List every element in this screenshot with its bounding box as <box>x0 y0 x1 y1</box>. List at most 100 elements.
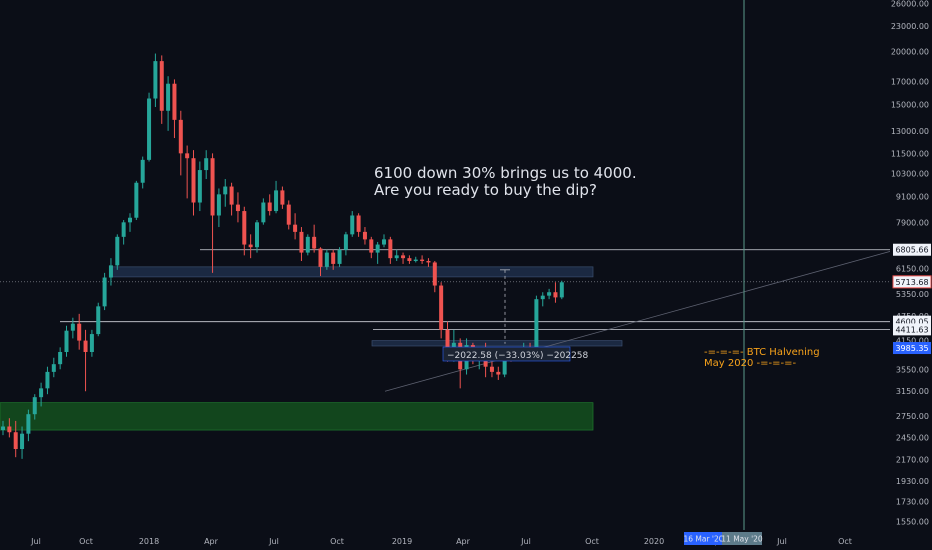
candle-body <box>7 426 12 433</box>
candle-body <box>185 153 190 159</box>
y-tick-label: 1730.00 <box>896 497 929 506</box>
candle-body <box>159 61 164 111</box>
measure-label-text: −2022.58 (−33.03%) −202258 <box>447 351 589 361</box>
candle-body <box>216 194 221 216</box>
candle-body <box>191 158 196 203</box>
candle-body <box>343 234 348 250</box>
candle-body <box>286 204 291 225</box>
price-label-tag <box>893 323 931 336</box>
x-tick-label: 2020 <box>644 537 664 546</box>
candle-body <box>369 239 374 253</box>
candle-body <box>70 323 75 331</box>
candle-body <box>413 259 418 262</box>
trade-idea-note: 6100 down 30% brings us to 4000. Are you… <box>374 165 637 199</box>
ascending-trendline <box>384 245 911 392</box>
y-tick-label: 5350.00 <box>896 290 929 299</box>
candle-body <box>540 295 545 300</box>
y-tick-label: 23000.00 <box>891 22 929 31</box>
candle-body <box>128 217 132 223</box>
candle-body <box>115 236 120 266</box>
candle-body <box>166 83 171 111</box>
price-axis[interactable] <box>890 0 932 550</box>
y-tick-label: 10300.00 <box>891 170 929 179</box>
x-tick-label: Jul <box>520 537 531 546</box>
candle-body <box>197 170 202 203</box>
y-tick-label: 2170.00 <box>896 456 929 465</box>
candle-body <box>305 236 310 253</box>
price-label-tag <box>892 275 932 289</box>
y-tick-label: 20000.00 <box>891 48 929 57</box>
candle-body <box>559 282 564 298</box>
candle-body <box>172 83 177 120</box>
candle-body <box>394 255 399 259</box>
price-label-text: 6805.66 <box>895 246 928 255</box>
candle-body <box>362 231 367 240</box>
candle-body <box>267 202 272 212</box>
candle-body <box>274 190 279 212</box>
halving-line-1: -=-=-=- BTC Halvening <box>704 347 820 358</box>
y-tick-label: 17000.00 <box>891 78 929 87</box>
candle-body <box>388 239 393 259</box>
price-label-text: 4411.63 <box>895 325 928 334</box>
candle-body <box>496 371 501 375</box>
candle-body <box>134 182 139 218</box>
candle-body <box>445 329 450 357</box>
measure-label-box <box>442 346 571 362</box>
support-zone <box>371 340 623 347</box>
date-label-text: 11 May '20 <box>721 535 763 544</box>
y-tick-label: 26000.00 <box>891 0 929 8</box>
candle-body <box>261 202 266 223</box>
y-tick-label: 11500.00 <box>891 149 929 158</box>
price-label-text: 4600.05 <box>895 318 928 327</box>
candle-body <box>382 239 386 245</box>
resistance-zone <box>109 266 594 278</box>
x-tick-label: Oct <box>79 537 93 546</box>
y-tick-label: 15000.00 <box>891 101 929 110</box>
x-tick-label: 2018 <box>139 537 159 546</box>
candle-body <box>102 277 107 307</box>
price-label-text: 5713.68 <box>895 278 928 287</box>
candle-body <box>147 98 152 160</box>
candle-body <box>178 119 183 154</box>
candle-body <box>140 159 145 183</box>
candle-body <box>350 215 355 235</box>
candle-body <box>26 414 31 434</box>
date-label-tag <box>684 532 723 545</box>
y-tick-label: 1930.00 <box>896 477 929 486</box>
y-tick-label: 2450.00 <box>896 433 929 442</box>
candle-body <box>32 397 37 415</box>
candle-body <box>407 258 412 262</box>
price-label-text: 3985.35 <box>895 344 928 353</box>
x-tick-label: Apr <box>204 537 219 546</box>
date-label-tag <box>722 532 762 545</box>
candle-body <box>248 244 253 248</box>
x-tick-label: Oct <box>838 537 852 546</box>
candle-body <box>235 204 240 212</box>
halving-line-2: May 2020 -=-=-=- <box>704 358 797 369</box>
candle-body <box>77 323 82 341</box>
price-label-tag <box>893 342 931 355</box>
candle-body <box>280 190 285 205</box>
candle-body <box>121 222 126 237</box>
candle-body <box>337 249 342 264</box>
candle-body <box>312 236 317 249</box>
candle-body <box>45 371 50 389</box>
candle-body <box>293 224 298 232</box>
y-tick-label: 3150.00 <box>896 387 929 396</box>
candle-body <box>204 158 209 171</box>
x-tick-label: Oct <box>330 537 344 546</box>
y-tick-label: 9100.00 <box>896 192 929 201</box>
x-tick-label: Apr <box>456 537 471 546</box>
candle-body <box>1 426 5 431</box>
candle-body <box>401 255 406 259</box>
candle-body <box>20 433 25 450</box>
candle-body <box>83 340 88 353</box>
candle-body <box>210 158 215 216</box>
time-axis[interactable] <box>0 530 890 550</box>
note-line-2: Are you ready to buy the dip? <box>374 181 597 199</box>
candle-body <box>502 354 507 375</box>
x-tick-label: Oct <box>585 537 599 546</box>
y-tick-label: 7900.00 <box>896 218 929 227</box>
